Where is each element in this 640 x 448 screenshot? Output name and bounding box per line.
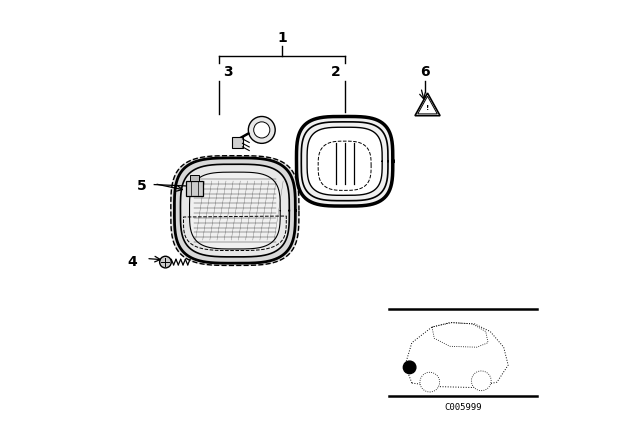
Text: 3: 3 [223, 65, 233, 79]
Polygon shape [415, 93, 440, 116]
Polygon shape [307, 127, 382, 195]
Circle shape [253, 122, 270, 138]
Text: 5: 5 [137, 179, 147, 193]
Polygon shape [296, 116, 393, 206]
Circle shape [472, 371, 491, 391]
Text: 6: 6 [420, 65, 430, 79]
Circle shape [420, 372, 440, 392]
Circle shape [403, 361, 416, 374]
Text: 2: 2 [331, 65, 340, 79]
Polygon shape [189, 172, 280, 249]
Circle shape [159, 256, 172, 268]
Text: 1: 1 [277, 31, 287, 45]
Text: !: ! [426, 105, 429, 112]
FancyBboxPatch shape [232, 137, 243, 148]
Polygon shape [171, 156, 299, 265]
FancyBboxPatch shape [186, 181, 203, 196]
Polygon shape [180, 164, 289, 257]
Polygon shape [175, 158, 296, 263]
FancyBboxPatch shape [189, 175, 200, 181]
Polygon shape [418, 96, 437, 114]
Circle shape [248, 116, 275, 143]
Text: C005999: C005999 [445, 403, 482, 412]
Text: 4: 4 [127, 255, 137, 269]
